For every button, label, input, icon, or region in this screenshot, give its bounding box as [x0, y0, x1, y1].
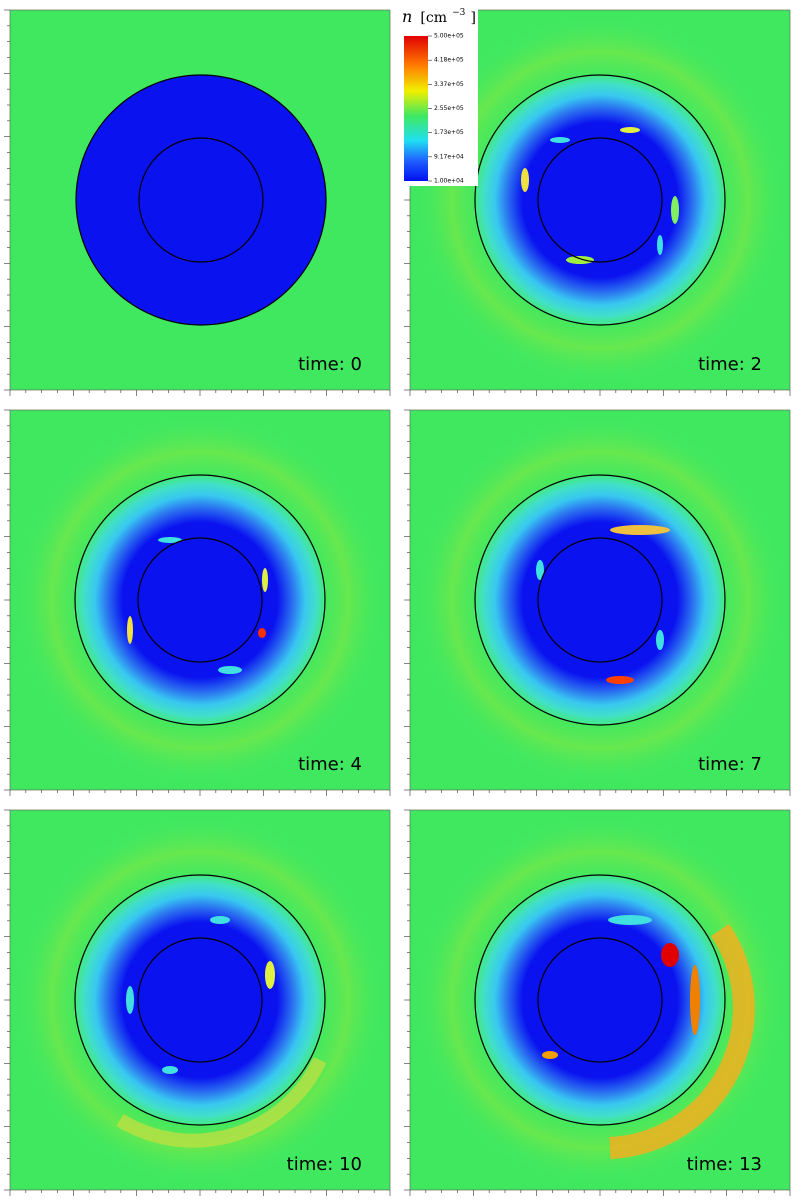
- low-density-region: [475, 75, 725, 325]
- colorbar-tick-label: 5.00e+05: [434, 33, 464, 40]
- colorbar-unit-close: ]: [470, 10, 475, 26]
- dense-clump: [258, 628, 266, 638]
- dense-clump: [536, 560, 544, 580]
- dense-clump: [162, 1066, 178, 1074]
- dense-clump: [550, 137, 570, 143]
- colorbar: n [cm −3 ] 5.00e+05 4.18e+05 3.37e+05 2.55e…: [398, 0, 478, 186]
- low-density-region: [76, 75, 326, 325]
- colorbar-tick-label: 1.00e+04: [434, 178, 464, 185]
- outer-boundary: [474, 74, 726, 326]
- panel: time: 13: [404, 809, 791, 1196]
- dense-clump: [158, 537, 182, 543]
- dense-clump: [218, 666, 242, 674]
- colorbar-tick-label: 4.18e+05: [434, 57, 464, 64]
- colorbar-unit: [cm: [420, 10, 447, 26]
- dense-clump: [521, 168, 529, 192]
- inner-boundary: [137, 537, 263, 663]
- time-label: time: 2: [698, 354, 762, 375]
- panel: time: 7: [404, 409, 791, 796]
- colorbar-symbol: n: [402, 7, 412, 26]
- inner-boundary: [537, 537, 663, 663]
- dense-clump: [608, 915, 652, 925]
- colorbar-label: n [cm −3 ]: [402, 0, 476, 26]
- dense-clump: [265, 961, 275, 989]
- panel: time: 2: [404, 9, 791, 396]
- colorbar-exponent: −3: [452, 8, 466, 18]
- inner-boundary: [537, 137, 663, 263]
- colorbar-tick-label: 2.55e+05: [434, 105, 464, 112]
- panel: time: 4: [4, 409, 391, 796]
- dense-arc: [116, 1057, 327, 1148]
- low-density-region: [75, 475, 325, 725]
- outer-boundary: [474, 474, 726, 726]
- dense-clump: [657, 235, 663, 255]
- dense-clump: [566, 256, 594, 264]
- dense-clump: [262, 568, 268, 592]
- dense-clump: [127, 616, 133, 644]
- dense-clump: [606, 676, 634, 684]
- dense-clump: [661, 943, 679, 967]
- colorbar-tick-label: 1.73e+05: [434, 129, 464, 136]
- dense-clump: [542, 1051, 558, 1059]
- low-density-region: [75, 875, 325, 1125]
- time-label: time: 4: [298, 754, 362, 775]
- panel: time: 10: [4, 809, 391, 1196]
- dense-clump: [690, 965, 700, 1035]
- dense-clump: [210, 916, 230, 924]
- low-density-region: [475, 475, 725, 725]
- dense-clump: [610, 525, 670, 535]
- dense-clump: [620, 127, 640, 133]
- outer-boundary: [75, 74, 327, 326]
- outer-boundary: [74, 474, 326, 726]
- colorbar-tick-label: 3.37e+05: [434, 81, 464, 88]
- time-label: time: 7: [698, 754, 762, 775]
- outer-boundary: [74, 874, 326, 1126]
- panels: time: 0 time: 2 time: 4 time: 7 time: 10 time…: [4, 9, 791, 1196]
- dense-clump: [671, 196, 679, 224]
- colorbar-scale: [404, 36, 428, 181]
- inner-boundary: [537, 937, 663, 1063]
- inner-boundary: [137, 937, 263, 1063]
- time-label: time: 13: [687, 1154, 762, 1175]
- dense-arc: [609, 923, 755, 1159]
- dense-clump: [126, 986, 134, 1014]
- time-label: time: 0: [298, 354, 362, 375]
- time-label: time: 10: [287, 1154, 362, 1175]
- outer-boundary: [474, 874, 726, 1126]
- panel: time: 0: [4, 9, 391, 396]
- dense-clump: [656, 630, 664, 650]
- colorbar-tick-label: 9.17e+04: [434, 153, 464, 160]
- low-density-region: [475, 875, 725, 1125]
- inner-boundary: [138, 137, 264, 263]
